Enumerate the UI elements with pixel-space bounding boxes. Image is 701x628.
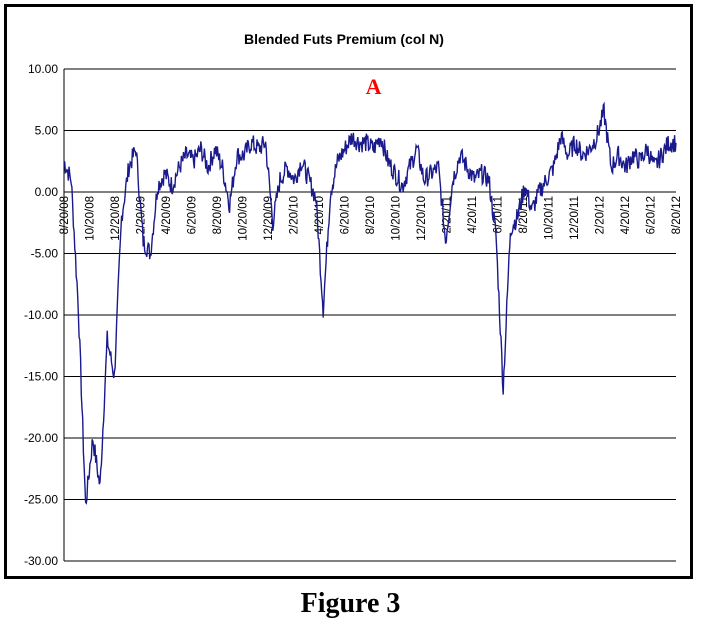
figure-caption: Figure 3 [300, 588, 401, 619]
x-tick-label: 4/20/09 [161, 196, 173, 234]
x-tick-label: 6/20/10 [340, 196, 352, 234]
x-tick-label: 2/20/12 [595, 196, 607, 234]
grid-lines [63, 68, 676, 562]
chart-title: Blended Futs Premium (col N) [244, 31, 444, 47]
x-tick-label: 2/20/10 [289, 196, 301, 234]
x-tick-label: 8/20/10 [365, 196, 377, 234]
y-tick-label: -10.00 [24, 308, 58, 322]
annotation-label: A [366, 74, 382, 99]
x-tick-label: 10/20/08 [85, 196, 97, 241]
y-axis-ticks: 10.00 5.00 0.00 -5.00 -10.00 -15.00 -20.00 -25.… [24, 62, 58, 568]
x-tick-label: 6/20/12 [646, 196, 658, 234]
y-tick-label: -30.00 [24, 554, 58, 568]
y-tick-label: 10.00 [28, 62, 58, 76]
x-tick-label: 10/20/10 [391, 196, 403, 241]
x-tick-label: 4/20/12 [620, 196, 632, 234]
y-tick-label: -25.00 [24, 493, 58, 507]
x-tick-label: 12/20/09 [263, 196, 275, 241]
y-tick-label: 0.00 [35, 185, 59, 199]
y-tick-label: -15.00 [24, 370, 58, 384]
y-tick-label: 5.00 [35, 124, 59, 138]
x-tick-label: 12/20/11 [569, 196, 581, 240]
x-tick-label: 12/20/10 [416, 196, 428, 241]
chart-frame [4, 4, 693, 579]
x-tick-label: 8/20/09 [212, 196, 224, 234]
x-tick-label: 8/20/12 [671, 196, 683, 234]
y-tick-label: -20.00 [24, 431, 58, 445]
x-tick-label: 4/20/11 [467, 196, 479, 234]
x-tick-label: 8/20/08 [59, 196, 71, 234]
y-tick-label: -5.00 [31, 247, 59, 261]
x-tick-label: 12/20/08 [110, 196, 122, 241]
x-tick-label: 6/20/09 [187, 196, 199, 234]
x-tick-label: 10/20/09 [238, 196, 250, 241]
x-tick-label: 10/20/11 [544, 196, 556, 240]
series-line [63, 101, 677, 505]
